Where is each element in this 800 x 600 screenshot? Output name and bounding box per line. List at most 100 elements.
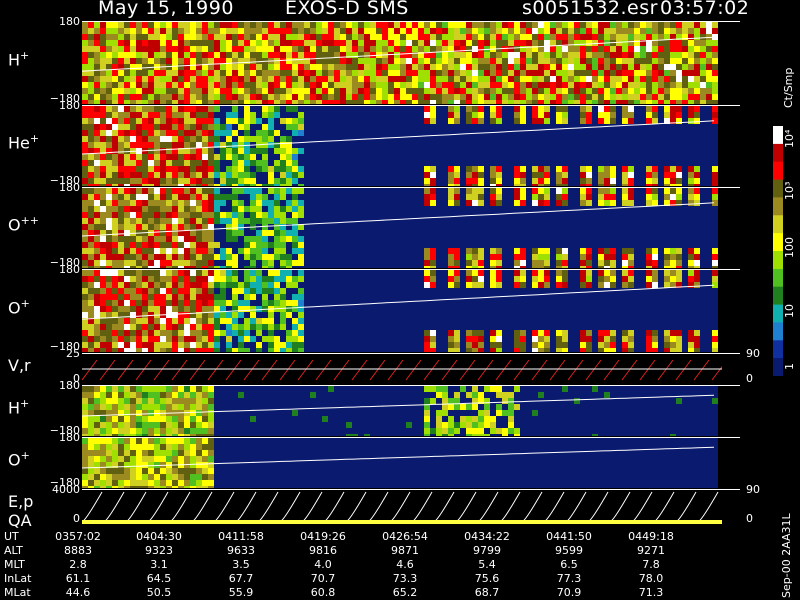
spectrogram-cell (508, 422, 514, 428)
spectrogram-cell (100, 318, 106, 324)
spectrogram-cell (496, 410, 502, 416)
spectrogram-cell (574, 46, 580, 52)
spectrogram-cell (304, 76, 310, 82)
spectrogram-cell (502, 76, 508, 82)
spectrogram-cell (250, 22, 256, 28)
spectrogram-cell (214, 142, 220, 148)
spectrogram-cell (166, 450, 172, 456)
spectrogram-cell (94, 270, 100, 276)
spectrogram-cell (100, 438, 106, 444)
spectrogram-cell (100, 474, 106, 480)
spectrogram-cell (694, 106, 700, 112)
spectrogram-cell (610, 64, 616, 70)
spectrogram-cell (214, 106, 220, 112)
spectrogram-cell (670, 34, 676, 40)
spectrogram-cell (142, 118, 148, 124)
spectrogram-cell (118, 468, 124, 474)
spectrogram-cell (466, 276, 472, 282)
spectrogram-cell (178, 468, 184, 474)
spectrogram-cell (496, 266, 502, 268)
spectrogram-cell (178, 254, 184, 260)
spectrogram-cell (688, 34, 694, 40)
spectrogram-cell (238, 200, 244, 206)
spectrogram-cell (394, 64, 400, 70)
spectrogram-cell (226, 58, 232, 64)
spectrogram-cell (598, 266, 604, 268)
spectrogram-cell (598, 112, 604, 118)
spectrogram-cell (178, 342, 184, 348)
spectrogram-cell (586, 76, 592, 82)
spectrogram-cell (670, 276, 676, 282)
spectrogram-cell (292, 70, 298, 76)
spectrogram-cell (406, 28, 412, 34)
spectrogram-cell (184, 392, 190, 398)
spectrogram-cell (130, 22, 136, 28)
spectrogram-cell (652, 188, 658, 194)
spectrogram-cell (712, 254, 718, 260)
spectrogram-cell (628, 172, 634, 178)
spectrogram-cell (706, 52, 712, 58)
spectrogram-cell (124, 46, 130, 52)
spectrogram-cell (274, 254, 280, 260)
spectrogram-cell (646, 260, 652, 266)
spectrogram-cell (310, 76, 316, 82)
spectrogram-cell (82, 392, 88, 398)
spectrogram-cell (184, 480, 190, 486)
spectrogram-cell (160, 236, 166, 242)
spectrogram-cell (586, 100, 592, 104)
spectrogram-cell (196, 300, 202, 306)
spectrogram-cell (166, 306, 172, 312)
spectrogram-cell (376, 88, 382, 94)
spectrogram-cell (280, 70, 286, 76)
spectrogram-cell (628, 88, 634, 94)
spectrogram-cell (676, 348, 682, 352)
spectrogram-cell (694, 200, 700, 206)
spectrogram-cell (250, 100, 256, 104)
spectrogram-cell (712, 100, 718, 104)
spectrogram-cell (412, 64, 418, 70)
spectrogram-cell (160, 324, 166, 330)
spectrogram-cell (166, 212, 172, 218)
spectrogram-cell (622, 194, 628, 200)
spectrogram-cell (250, 236, 256, 242)
spectrogram-cell (484, 76, 490, 82)
spectrogram-cell (328, 76, 334, 82)
spectrogram-cell (592, 34, 598, 40)
spectrogram-cell (694, 348, 700, 352)
spectrogram-cell (622, 28, 628, 34)
spectrogram-cell (436, 416, 442, 422)
spectrogram-cell (148, 88, 154, 94)
spectrogram-cell (184, 398, 190, 404)
spectrogram-cell (556, 270, 562, 276)
spectrogram-cell (544, 40, 550, 46)
spectrogram-cell (82, 410, 88, 416)
spectrogram-cell (106, 224, 112, 230)
spectrogram-cell (574, 28, 580, 34)
ephemeris-cell: 44.6 (65, 586, 91, 599)
spectrogram-cell (154, 410, 160, 416)
spectrogram-cell (100, 270, 106, 276)
spectrogram-cell (478, 200, 484, 206)
spectrogram-cell (154, 142, 160, 148)
spectrogram-cell (136, 188, 142, 194)
spectrogram-cell (250, 254, 256, 260)
spectrogram-cell (280, 260, 286, 266)
spectrogram-cell (130, 462, 136, 468)
spectrogram-cell (118, 206, 124, 212)
spectrogram-cell (604, 64, 610, 70)
spectrogram-cell (262, 154, 268, 160)
spectrogram-cell (412, 70, 418, 76)
spectrogram-cell (286, 342, 292, 348)
spectrogram-cell (520, 200, 526, 206)
spectrogram-cell (232, 224, 238, 230)
spectrogram-cell (592, 70, 598, 76)
spectrogram-cell (184, 422, 190, 428)
spectrogram-cell (112, 166, 118, 172)
spectrogram-cell (166, 160, 172, 166)
spectrogram-cell (580, 330, 586, 336)
spectrogram-cell (478, 40, 484, 46)
spectrogram-cell (448, 112, 454, 118)
spectrogram-cell (652, 112, 658, 118)
spectrogram-cell (472, 88, 478, 94)
spectrogram-cell (436, 64, 442, 70)
